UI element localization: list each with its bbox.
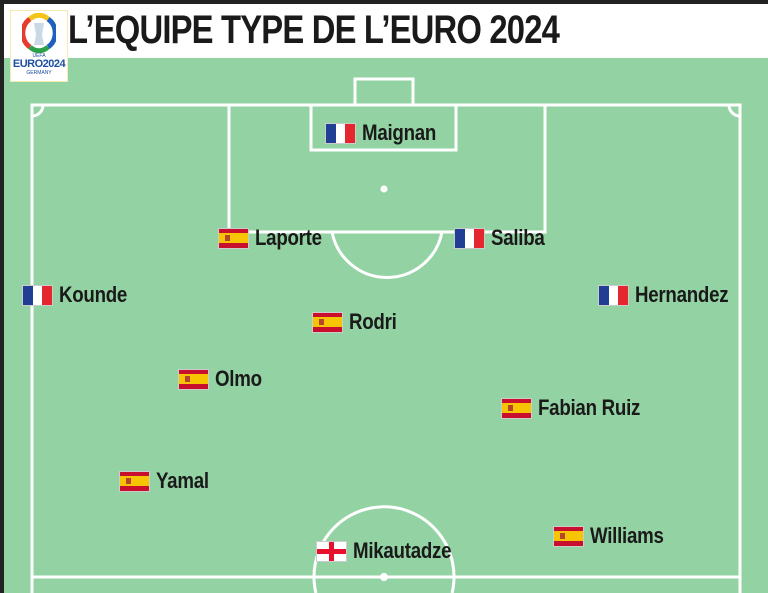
player-name: Mikautadze — [353, 538, 452, 563]
spain-flag-icon — [218, 227, 249, 249]
player-name: Kounde — [59, 282, 128, 307]
player-name: Rodri — [349, 309, 397, 334]
player-laporte: Laporte — [218, 225, 334, 251]
player-name: Hernandez — [635, 282, 729, 307]
player-name: Laporte — [255, 225, 322, 250]
france-flag-icon — [22, 284, 53, 306]
player-name: Yamal — [156, 468, 209, 493]
lineup-graphic: L’EQUIPE TYPE DE L’EURO 2024 UEFA EURO20… — [4, 4, 768, 593]
spain-flag-icon — [553, 525, 584, 547]
spain-flag-icon — [501, 397, 532, 419]
pitch — [30, 77, 742, 593]
spain-flag-icon — [119, 470, 150, 492]
france-flag-icon — [325, 122, 356, 144]
player-rodri: Rodri — [312, 309, 405, 335]
player-yamal: Yamal — [119, 468, 218, 494]
player-name: Fabian Ruiz — [538, 395, 641, 420]
spain-flag-icon — [312, 311, 343, 333]
player-maignan: Maignan — [325, 120, 449, 146]
spain-flag-icon — [178, 368, 209, 390]
georgia-flag-icon — [316, 540, 347, 562]
player-saliba: Saliba — [454, 225, 554, 251]
page-title: L’EQUIPE TYPE DE L’EURO 2024 — [68, 8, 560, 52]
player-name: Maignan — [362, 120, 437, 145]
player-name: Williams — [590, 523, 664, 548]
euro2024-logo: UEFA EURO2024 GERMANY — [10, 10, 68, 82]
player-name: Olmo — [215, 366, 262, 391]
france-flag-icon — [598, 284, 629, 306]
player-hernandez: Hernandez — [598, 282, 745, 308]
player-kounde: Kounde — [22, 282, 139, 308]
france-flag-icon — [454, 227, 485, 249]
player-williams: Williams — [553, 523, 677, 549]
player-fabian-ruiz: Fabian Ruiz — [501, 395, 658, 421]
player-olmo: Olmo — [178, 366, 270, 392]
player-mikautadze: Mikautadze — [316, 538, 469, 564]
player-name: Saliba — [491, 225, 545, 250]
header: L’EQUIPE TYPE DE L’EURO 2024 — [4, 4, 768, 58]
